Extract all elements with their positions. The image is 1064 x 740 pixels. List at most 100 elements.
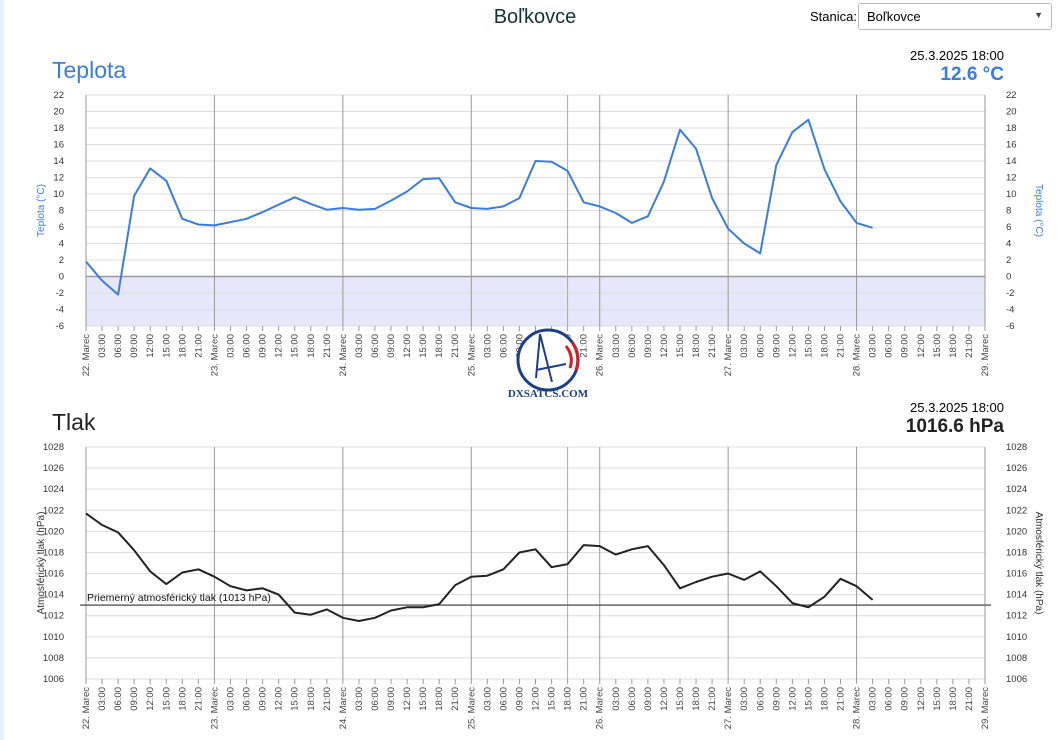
pressure-ytick-left: 1028 xyxy=(43,442,64,453)
station-select[interactable]: Boľkovce ▼ xyxy=(858,3,1052,30)
temp-xtick-label: 23. Marec xyxy=(209,334,220,376)
pressure-xtick-label: 09:00 xyxy=(643,687,654,711)
temp-ytick-left: 20 xyxy=(53,107,64,118)
pressure-xtick-label: 12:00 xyxy=(916,687,927,711)
pressure-ytick-left: 1024 xyxy=(43,484,64,495)
temp-ytick-right: 6 xyxy=(1006,222,1011,233)
pressure-ylabel-left: Atmosférický tlak (hPa) xyxy=(36,512,47,615)
pressure-xtick-label: 21:00 xyxy=(707,687,718,711)
temp-ytick-left: 8 xyxy=(59,206,64,217)
temp-ytick-right: 18 xyxy=(1006,123,1017,134)
pressure-xtick-label: 12:00 xyxy=(145,687,156,711)
pressure-timestamp: 25.3.2025 18:00 xyxy=(910,400,1004,415)
temp-current-value: 12.6 °C xyxy=(940,64,1004,85)
temp-below-zero-area xyxy=(86,276,985,326)
temp-ytick-left: 0 xyxy=(59,272,64,283)
temp-xtick-label: 09:00 xyxy=(386,334,397,358)
pressure-xtick-label: 09:00 xyxy=(900,687,911,711)
pressure-xtick-label: 21:00 xyxy=(964,687,975,711)
pressure-ytick-left: 1020 xyxy=(43,526,64,537)
temp-ytick-left: 10 xyxy=(53,189,64,200)
station-select-value: Boľkovce xyxy=(867,9,921,24)
temp-xtick-label: 21:00 xyxy=(964,334,975,358)
pressure-xtick-label: 29. Marec xyxy=(980,687,991,729)
temp-ytick-right: 16 xyxy=(1006,140,1017,151)
temp-xtick-label: 03:00 xyxy=(354,334,365,358)
pressure-xtick-label: 27. Marec xyxy=(723,687,734,729)
logo-circle xyxy=(516,328,580,392)
temp-xtick-label: 24. Marec xyxy=(338,334,349,376)
pressure-ytick-right: 1014 xyxy=(1006,590,1027,601)
pressure-xtick-label: 18:00 xyxy=(177,687,188,711)
pressure-xtick-label: 15:00 xyxy=(803,687,814,711)
temp-xtick-label: 28. Marec xyxy=(852,334,863,376)
logo-text: DXSATCS.COM xyxy=(508,388,589,400)
temp-xtick-label: 03:00 xyxy=(868,334,879,358)
temp-ytick-right: 22 xyxy=(1006,90,1017,101)
temp-xtick-label: 12:00 xyxy=(402,334,413,358)
temp-xtick-label: 15:00 xyxy=(803,334,814,358)
pressure-xtick-label: 06:00 xyxy=(884,687,895,711)
pressure-xtick-label: 03:00 xyxy=(611,687,622,711)
temp-xtick-label: 18:00 xyxy=(306,334,317,358)
pressure-ytick-left: 1016 xyxy=(43,569,64,580)
pressure-xtick-label: 09:00 xyxy=(258,687,269,711)
temp-xtick-label: 25. Marec xyxy=(466,334,477,376)
temp-ytick-right: 8 xyxy=(1006,206,1011,217)
temp-xtick-label: 15:00 xyxy=(161,334,172,358)
temp-xtick-label: 06:00 xyxy=(627,334,638,358)
temp-xtick-label: 21:00 xyxy=(836,334,847,358)
temp-xtick-label: 21:00 xyxy=(193,334,204,358)
temp-xtick-label: 12:00 xyxy=(916,334,927,358)
pressure-xtick-label: 12:00 xyxy=(787,687,798,711)
pressure-ytick-left: 1026 xyxy=(43,463,64,474)
pressure-xtick-label: 15:00 xyxy=(547,687,558,711)
pressure-xtick-label: 03:00 xyxy=(97,687,108,711)
temp-ylabel-left: Teplota (°C) xyxy=(36,184,47,237)
temp-xtick-label: 12:00 xyxy=(787,334,798,358)
pressure-xtick-label: 18:00 xyxy=(819,687,830,711)
pressure-xtick-label: 03:00 xyxy=(225,687,236,711)
page-left-border xyxy=(0,0,4,740)
station-label: Stanica: xyxy=(810,9,857,24)
temp-xtick-label: 09:00 xyxy=(643,334,654,358)
pressure-xtick-label: 21:00 xyxy=(836,687,847,711)
temp-xtick-label: 03:00 xyxy=(225,334,236,358)
temp-xtick-label: 06:00 xyxy=(884,334,895,358)
logo-antenna-icon xyxy=(535,333,567,383)
pressure-ytick-right: 1016 xyxy=(1006,569,1027,580)
logo-signal-icon xyxy=(564,341,580,371)
pressure-ytick-right: 1008 xyxy=(1006,653,1027,664)
pressure-ytick-right: 1022 xyxy=(1006,505,1027,516)
pressure-xtick-label: 09:00 xyxy=(514,687,525,711)
pressure-xtick-label: 25. Marec xyxy=(466,687,477,729)
temp-xtick-label: 03:00 xyxy=(611,334,622,358)
temp-xtick-label: 12:00 xyxy=(274,334,285,358)
pressure-xtick-label: 03:00 xyxy=(739,687,750,711)
temp-ytick-right: 20 xyxy=(1006,107,1017,118)
pressure-ytick-left: 1018 xyxy=(43,547,64,558)
temp-xtick-label: 21:00 xyxy=(579,334,590,358)
temp-xtick-label: 06:00 xyxy=(755,334,766,358)
pressure-ytick-left: 1022 xyxy=(43,505,64,516)
temp-xtick-label: 06:00 xyxy=(370,334,381,358)
pressure-ytick-right: 1020 xyxy=(1006,526,1027,537)
temp-xtick-label: 26. Marec xyxy=(595,334,606,376)
pressure-xtick-label: 21:00 xyxy=(450,687,461,711)
temp-xtick-label: 15:00 xyxy=(290,334,301,358)
temp-ytick-left: -2 xyxy=(56,288,64,299)
temp-chart-title: Teplota xyxy=(52,57,127,83)
temp-ytick-right: 0 xyxy=(1006,272,1011,283)
temp-ytick-left: 6 xyxy=(59,222,64,233)
pressure-ytick-left: 1012 xyxy=(43,611,64,622)
pressure-xtick-label: 03:00 xyxy=(482,687,493,711)
pressure-xtick-label: 09:00 xyxy=(386,687,397,711)
temp-xtick-label: 06:00 xyxy=(498,334,509,358)
pressure-xtick-label: 18:00 xyxy=(563,687,574,711)
temp-xtick-label: 06:00 xyxy=(242,334,253,358)
pressure-xtick-label: 15:00 xyxy=(161,687,172,711)
temp-xtick-label: 15:00 xyxy=(675,334,686,358)
temp-xtick-label: 15:00 xyxy=(418,334,429,358)
pressure-xtick-label: 06:00 xyxy=(755,687,766,711)
temp-ytick-right: 2 xyxy=(1006,255,1011,266)
